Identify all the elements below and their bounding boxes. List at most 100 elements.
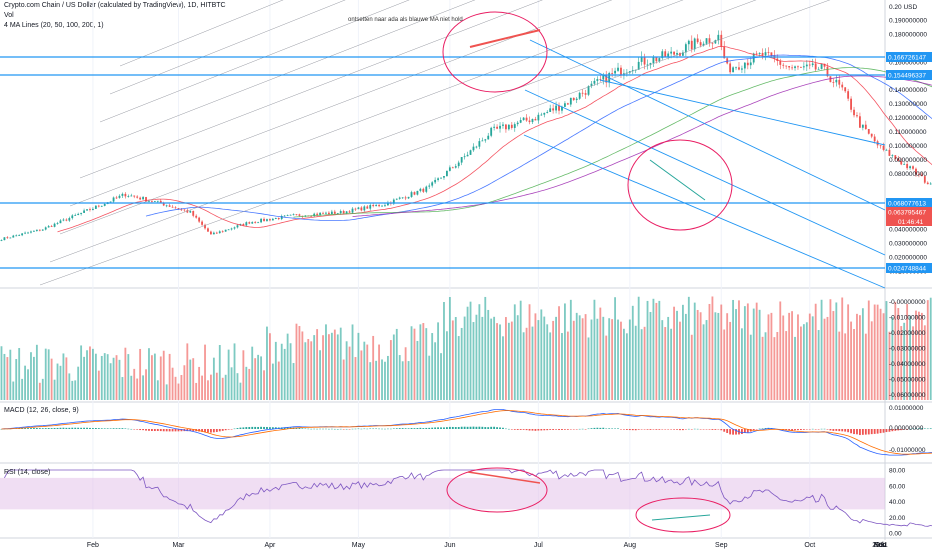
candle-body <box>460 157 463 163</box>
macd-tick-label: -0.01000000 <box>889 447 926 454</box>
candle-body <box>864 124 867 130</box>
candle-body <box>354 208 357 210</box>
volume-bar <box>115 355 118 400</box>
macd-hist-bar <box>572 429 575 430</box>
macd-hist-bar <box>357 428 360 430</box>
candle-body <box>879 145 882 147</box>
macd-hist-bar <box>133 429 136 430</box>
candle-body <box>168 205 171 207</box>
volume-bar <box>794 336 796 400</box>
ma-line-200 <box>352 75 932 217</box>
macd-hist-bar <box>714 429 717 430</box>
candle-body <box>254 222 257 223</box>
macd-hist-bar <box>389 428 392 430</box>
macd-hist-bar <box>437 427 439 429</box>
candle-body <box>407 196 410 199</box>
candle-body <box>236 225 239 228</box>
candle-body <box>746 62 749 66</box>
ma-legend[interactable]: 4 MA Lines (20, 50, 100, 200, 1) <box>4 22 104 29</box>
volume-bar <box>257 354 260 400</box>
candle-body <box>714 40 717 44</box>
macd-hist-bar <box>513 429 516 430</box>
macd-hist-bar <box>873 429 876 434</box>
volume-bar <box>212 357 215 400</box>
volume-bar <box>758 309 761 400</box>
volume-bar <box>310 341 313 400</box>
candle-body <box>808 64 811 66</box>
volume-bar <box>705 320 708 400</box>
macd-hist-bar <box>870 429 873 435</box>
pitchfork-line <box>119 0 284 67</box>
volume-bar <box>195 382 198 400</box>
macd-hist-bar <box>215 429 218 432</box>
macd-hist-bar <box>764 428 767 429</box>
volume-bar <box>210 374 212 400</box>
macd-legend[interactable]: MACD (12, 26, close, 9) <box>4 407 79 414</box>
volume-bar <box>873 304 876 400</box>
volume-bar <box>578 315 581 400</box>
candle-body <box>416 190 419 195</box>
volume-bar <box>649 311 652 400</box>
macd-hist-bar <box>0 429 3 430</box>
macd-hist-bar <box>920 428 923 429</box>
macd-hist-bar <box>286 427 289 429</box>
countdown-tag <box>886 217 932 226</box>
macd-hist-bar <box>729 429 732 435</box>
macd-hist-bar <box>401 428 404 429</box>
macd-hist-bar <box>918 428 920 429</box>
volume-bar <box>661 320 664 400</box>
macd-hist-bar <box>540 429 543 431</box>
candle-body <box>782 64 785 66</box>
level-tag-text: 0.166726147 <box>888 55 926 62</box>
macd-hist-bar <box>912 428 914 430</box>
candle-body <box>826 66 829 77</box>
candle-body <box>490 127 493 136</box>
candle-body <box>487 135 490 140</box>
macd-hist-bar <box>817 429 820 430</box>
candle-body <box>227 229 230 231</box>
candle-body <box>684 44 687 53</box>
macd-hist-bar <box>723 429 726 432</box>
x-tick-label: Nov <box>874 542 887 549</box>
candle-body <box>767 52 770 53</box>
macd-hist-bar <box>708 429 711 430</box>
candle-body <box>841 84 844 88</box>
level-tag <box>886 198 932 208</box>
volume-bar <box>625 333 628 400</box>
price-tick-label: 0.130000000 <box>889 101 927 108</box>
candle-body <box>345 211 348 214</box>
macd-tick-label: 0.01000000 <box>889 405 924 412</box>
vol-legend[interactable]: Vol <box>4 12 14 19</box>
macd-hist-bar <box>696 428 699 430</box>
volume-bar <box>328 334 330 400</box>
macd-hist-bar <box>525 429 528 431</box>
volume-bar <box>401 361 404 400</box>
volume-bar <box>726 313 729 400</box>
candle-body <box>395 198 398 200</box>
pitchfork-line <box>99 0 410 123</box>
macd-hist-bar <box>522 429 525 430</box>
macd-hist-bar <box>611 428 614 429</box>
macd-hist-bar <box>454 427 457 429</box>
candle-body <box>620 67 622 76</box>
rsi-legend[interactable]: RSI (14, close) <box>4 469 51 476</box>
candle-body <box>549 108 552 112</box>
candle-body <box>738 67 740 70</box>
volume-bar <box>926 300 929 400</box>
pitchfork-line <box>89 0 476 151</box>
volume-bar <box>513 304 516 400</box>
candle-body <box>47 226 50 228</box>
x-tick-label: 2021 <box>872 542 888 549</box>
pitchfork-line <box>59 0 684 235</box>
candle-body <box>274 217 277 219</box>
level-tag <box>886 263 932 273</box>
candle-body <box>283 215 286 217</box>
macd-hist-bar <box>189 429 192 431</box>
volume-bar <box>65 357 68 400</box>
macd-hist-bar <box>909 428 911 430</box>
volume-bar <box>27 369 29 400</box>
vol-tick-label: -0.01000000 <box>889 315 926 322</box>
volume-bar <box>6 357 9 400</box>
macd-hist-bar <box>212 429 215 433</box>
